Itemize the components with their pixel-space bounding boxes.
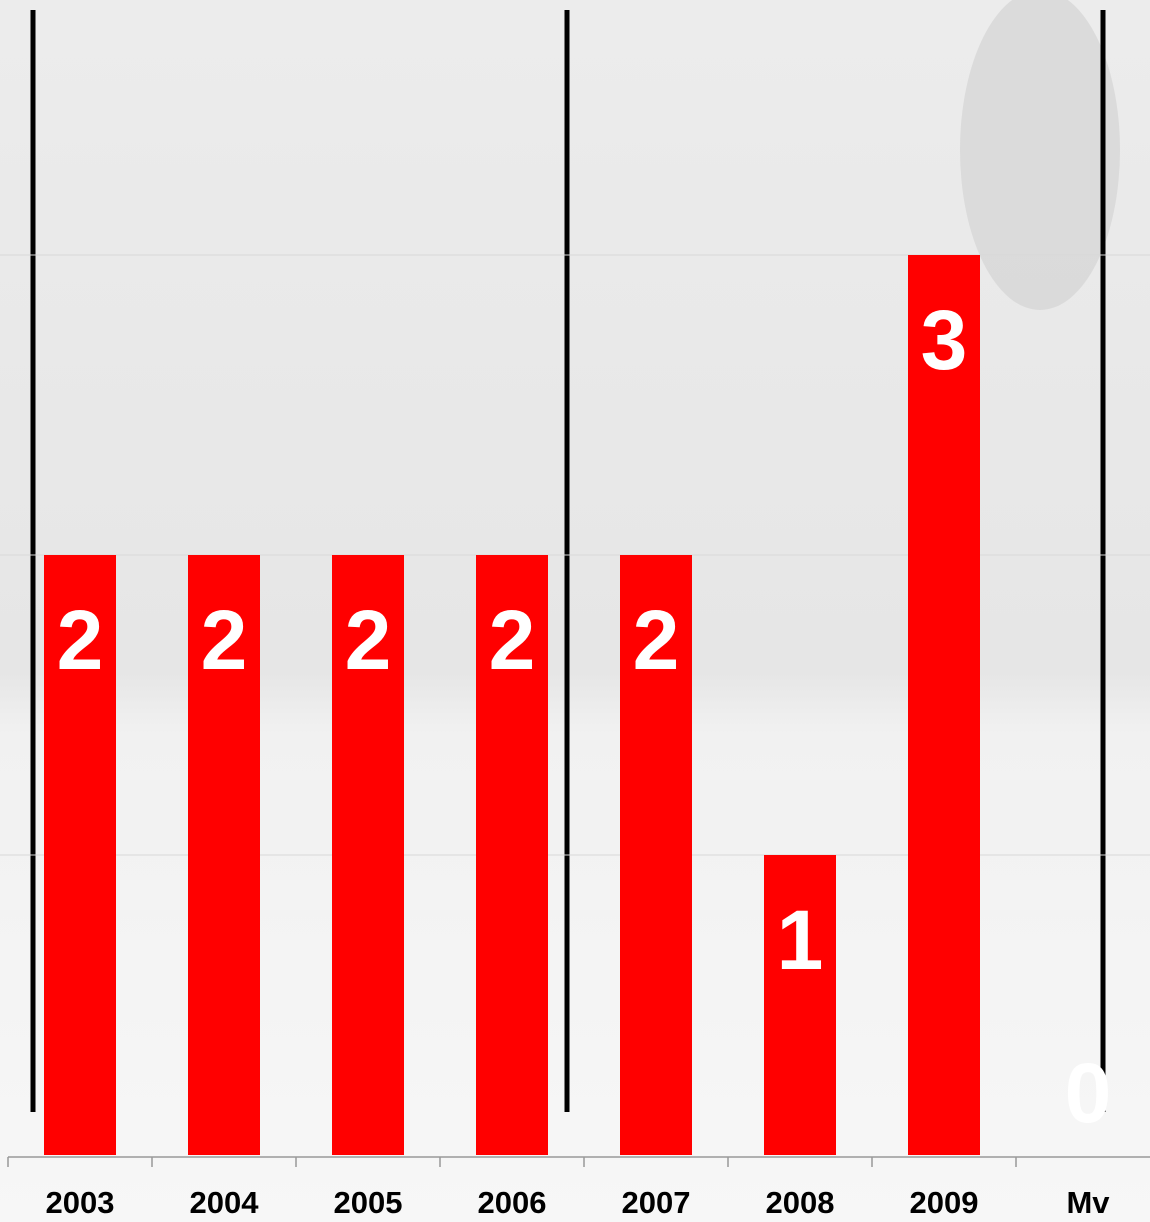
x-tick-label: Mv <box>1066 1185 1110 1220</box>
data-label: 2 <box>633 593 680 687</box>
background-figure <box>960 0 1120 310</box>
x-tick-label: 2009 <box>910 1185 979 1220</box>
data-label: 2 <box>57 593 104 687</box>
x-tick-label: 2003 <box>46 1185 115 1220</box>
data-label: 1 <box>777 893 824 987</box>
data-label: 0 <box>1065 1046 1112 1140</box>
data-label: 2 <box>489 593 536 687</box>
x-tick-label: 2005 <box>334 1185 403 1220</box>
bar <box>908 255 980 1155</box>
data-label: 2 <box>345 593 392 687</box>
data-label: 3 <box>921 293 968 387</box>
x-tick-label: 2006 <box>478 1185 547 1220</box>
x-tick-label: 2008 <box>766 1185 835 1220</box>
data-label: 2 <box>201 593 248 687</box>
x-tick-label: 2007 <box>622 1185 691 1220</box>
chart: 2003 2 2004 2 2005 2 2006 2 2007 2 2008 1 2009 3 Mv 0 <box>0 0 1150 1222</box>
x-tick-label: 2004 <box>190 1185 260 1220</box>
